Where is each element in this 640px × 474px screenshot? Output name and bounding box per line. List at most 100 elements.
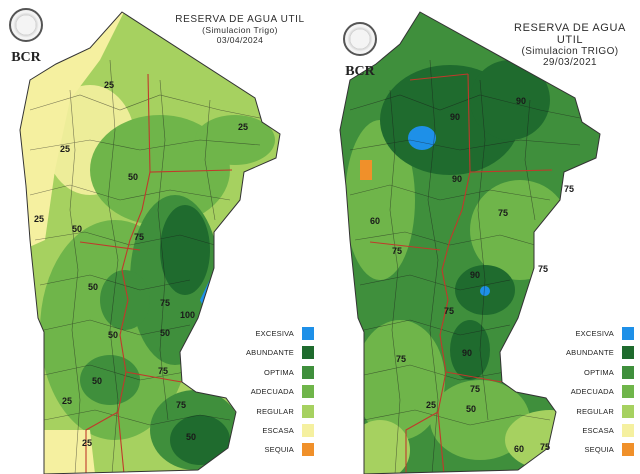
legend-item: REGULAR (562, 404, 636, 423)
contour-label: 75 (564, 184, 574, 194)
map-fill-right (340, 12, 600, 474)
contour-label: 50 (466, 404, 476, 414)
legend-item: ADECUADA (242, 384, 316, 403)
contour-label: 50 (72, 224, 82, 234)
legend-swatch (302, 404, 314, 418)
map-date: 29/03/2021 (542, 57, 598, 68)
legend-swatch (302, 365, 314, 379)
contour-label: 75 (470, 384, 480, 394)
legend-label: REGULAR (256, 406, 294, 416)
legend-swatch (302, 385, 314, 399)
contour-label: 50 (108, 330, 118, 340)
map-title: RESERVA DE AGUA UTIL (514, 22, 626, 46)
contour-labels-left: 25 25 50 25 50 25 75 50 75 50 100 50 75 … (34, 80, 248, 448)
legend-swatch (622, 404, 634, 418)
legend-label: ADECUADA (570, 387, 614, 397)
legend-label: EXCESIVA (575, 329, 614, 338)
contour-label: 100 (180, 310, 195, 320)
bcr-seal-icon (9, 8, 43, 42)
legend-swatch (622, 443, 634, 457)
legend-swatch (302, 346, 314, 360)
legend-item: EXCESIVA (242, 326, 316, 345)
contour-label: 90 (516, 96, 526, 106)
map-date: 03/04/2024 (216, 35, 264, 45)
legend-item: EXCESIVA (562, 326, 636, 345)
contour-label: 90 (450, 112, 460, 122)
contour-label: 75 (444, 306, 454, 316)
contour-label: 60 (514, 444, 524, 454)
legend-item: ESCASA (562, 423, 636, 442)
contour-label: 25 (426, 400, 436, 410)
legend-swatch (622, 327, 634, 340)
contour-label: 75 (176, 400, 186, 410)
contour-label: 50 (160, 328, 170, 338)
logo-text: BCR (11, 50, 41, 65)
contour-label: 50 (186, 432, 196, 442)
legend-item: ABUNDANTE (242, 345, 316, 364)
legend-swatch (622, 365, 634, 379)
bcr-logo: BCR (4, 8, 48, 66)
contour-label: 25 (34, 214, 44, 224)
legend-label: OPTIMA (264, 367, 294, 377)
legend-label: OPTIMA (584, 367, 614, 377)
legend-label: ESCASA (582, 425, 614, 435)
legend-item: SEQUIA (562, 442, 636, 461)
legend-label: SEQUIA (264, 445, 294, 455)
legend-swatch (622, 385, 634, 399)
legend-item: OPTIMA (242, 365, 316, 384)
contour-label: 25 (60, 144, 70, 154)
map-panel-right: 90 90 90 75 75 60 75 90 75 75 90 75 50 7… (320, 0, 640, 474)
contour-label: 25 (104, 80, 114, 90)
legend-item: ABUNDANTE (562, 345, 636, 364)
map-title-block: RESERVA DE AGUA UTIL (Simulacion Trigo) … (170, 14, 310, 45)
contour-label: 50 (128, 172, 138, 182)
legend-label: EXCESIVA (255, 329, 294, 338)
bcr-seal-icon (343, 22, 377, 56)
legend-swatch (302, 423, 314, 437)
water-reserve-map-2021: 90 90 90 75 75 60 75 90 75 75 90 75 50 7… (339, 11, 601, 474)
contour-label: 90 (452, 174, 462, 184)
logo-text: BCR (345, 64, 375, 79)
legend-item: REGULAR (242, 404, 316, 423)
contour-label: 90 (470, 270, 480, 280)
map-title: RESERVA DE AGUA UTIL (175, 14, 305, 25)
contour-label: 75 (160, 298, 170, 308)
contour-label: 75 (158, 366, 168, 376)
legend-swatch (622, 346, 634, 360)
legend-item: ESCASA (242, 423, 316, 442)
bcr-logo: BCR (338, 22, 382, 80)
map-subtitle: (Simulacion Trigo) (202, 25, 278, 35)
legend-label: ADECUADA (250, 387, 294, 397)
map-title-block: RESERVA DE AGUA UTIL (Simulacion TRIGO) … (500, 22, 640, 68)
contour-label: 25 (62, 396, 72, 406)
legend-label: SEQUIA (584, 445, 614, 455)
water-reserve-map-2024: 25 25 50 25 50 25 75 50 75 50 100 50 75 … (19, 11, 281, 474)
contour-label: 25 (238, 122, 248, 132)
contour-label: 75 (134, 232, 144, 242)
contour-label: 50 (92, 376, 102, 386)
contour-label: 75 (538, 264, 548, 274)
legend-right: EXCESIVA ABUNDANTE OPTIMA ADECUADA REGUL… (562, 326, 636, 462)
legend-item: ADECUADA (562, 384, 636, 403)
contour-label: 75 (392, 246, 402, 256)
map-fill-left (20, 12, 280, 474)
contour-labels-right: 90 90 90 75 75 60 75 90 75 75 90 75 50 7… (370, 96, 574, 454)
legend-label: REGULAR (576, 406, 614, 416)
contour-label: 50 (88, 282, 98, 292)
legend-label: ABUNDANTE (565, 348, 614, 358)
contour-label: 90 (462, 348, 472, 358)
contour-label: 25 (82, 438, 92, 448)
map-subtitle: (Simulacion TRIGO) (521, 46, 619, 57)
contour-label: 75 (396, 354, 406, 364)
legend-label: ESCASA (262, 425, 294, 435)
legend-item: OPTIMA (562, 365, 636, 384)
legend-swatch (302, 327, 314, 340)
legend-swatch (302, 443, 314, 457)
map-panel-left: 25 25 50 25 50 25 75 50 75 50 100 50 75 … (4, 8, 316, 474)
legend-item: SEQUIA (242, 442, 316, 461)
legend-swatch (622, 423, 634, 437)
legend-label: ABUNDANTE (245, 348, 294, 358)
contour-label: 60 (370, 216, 380, 226)
legend-left: EXCESIVA ABUNDANTE OPTIMA ADECUADA REGUL… (242, 326, 316, 462)
contour-label: 75 (540, 442, 550, 452)
